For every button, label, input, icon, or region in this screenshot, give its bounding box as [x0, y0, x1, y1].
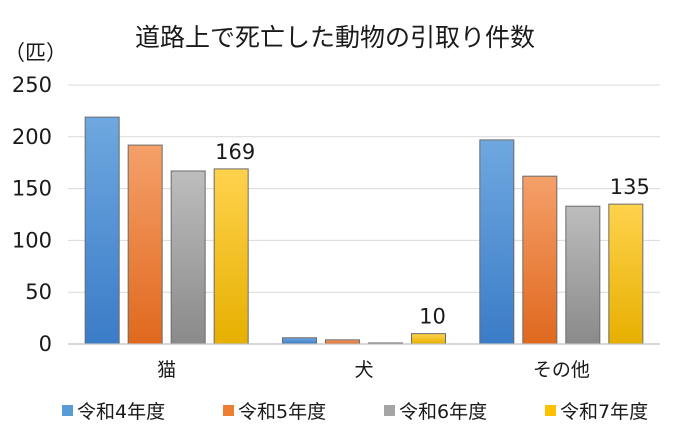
- y-axis-unit-label: （匹）: [4, 41, 67, 65]
- y-tick-label: 150: [12, 177, 52, 201]
- bar-series-2-category-0: [170, 170, 206, 345]
- bar-series-3-category-0: [213, 168, 249, 345]
- data-label: 135: [610, 175, 650, 199]
- data-label: 10: [419, 305, 446, 329]
- data-label: 169: [215, 140, 255, 164]
- bar-series-2-category-2: [565, 205, 601, 345]
- x-category-label: 犬: [354, 359, 373, 381]
- gridlines: [68, 84, 660, 293]
- y-tick-label: 100: [12, 228, 52, 252]
- bar-series-3-category-2: [608, 203, 644, 345]
- legend-label: 令和7年度: [560, 401, 648, 423]
- y-tick-label: 0: [39, 332, 52, 356]
- chart-title: 道路上で死亡した動物の引取り件数: [135, 23, 535, 52]
- legend: 令和4年度 令和5年度 令和6年度 令和7年度: [62, 401, 648, 423]
- legend-label: 令和6年度: [399, 401, 487, 423]
- bar-series-1-category-2: [522, 175, 558, 345]
- legend-swatch: [384, 405, 395, 416]
- y-axis-ticks: 0 50 100 150 200 250: [12, 73, 52, 356]
- legend-swatch: [545, 405, 556, 416]
- y-tick-label: 50: [25, 280, 52, 304]
- bars: [84, 116, 644, 345]
- y-tick-label: 250: [12, 73, 52, 97]
- bar-series-0-category-2: [479, 139, 515, 345]
- x-category-label: 猫: [157, 359, 176, 381]
- bar-series-0-category-1: [282, 337, 317, 345]
- legend-swatch: [223, 405, 234, 416]
- y-tick-label: 200: [12, 125, 52, 149]
- bar-series-3-category-1: [411, 333, 446, 345]
- legend-label: 令和5年度: [238, 401, 326, 423]
- legend-swatch: [62, 405, 73, 416]
- data-labels: 169 10 135: [215, 140, 650, 329]
- x-category-label: その他: [533, 359, 590, 381]
- bar-series-0-category-0: [84, 116, 120, 345]
- bar-series-1-category-0: [127, 144, 163, 345]
- bar-series-1-category-1: [325, 339, 360, 345]
- x-axis-categories: 猫 犬 その他: [157, 359, 590, 381]
- legend-label: 令和4年度: [77, 401, 165, 423]
